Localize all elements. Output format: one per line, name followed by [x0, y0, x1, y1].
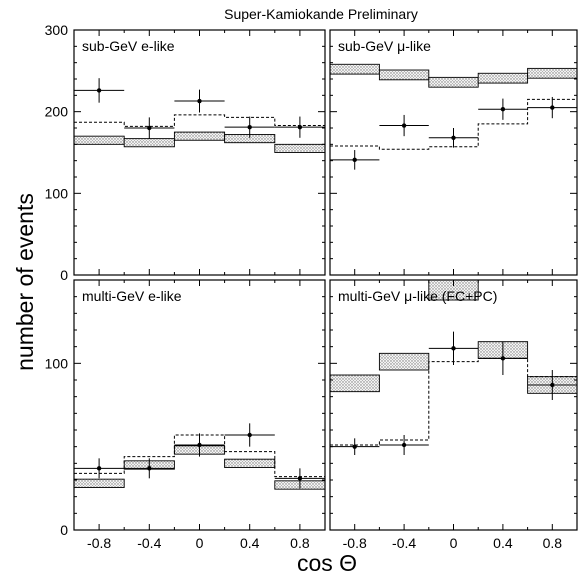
data-point [550, 105, 555, 110]
y-axis-label: number of events [12, 193, 38, 371]
x-tick-label: 0 [196, 535, 204, 551]
mc-oscillated-box [173, 131, 226, 141]
data-point [352, 444, 357, 449]
data-point [197, 98, 202, 104]
mc-oscillated-box [378, 69, 430, 81]
data-point [352, 157, 357, 163]
panel-2: sub-GeV μ-like [329, 29, 578, 276]
panel-title: multi-GeV μ-like (FC+PC) [338, 288, 497, 304]
y-tick-label: 300 [45, 22, 69, 38]
mc-oscillated-box [123, 138, 175, 148]
y-tick-label: 100 [45, 355, 69, 371]
data-point [500, 356, 506, 361]
data-point [451, 346, 456, 351]
x-tick-label: 0.4 [240, 535, 260, 551]
panel-1: 0 100 200 300 sub-GeV e-like [45, 22, 326, 283]
mc-oscillated-box [428, 76, 479, 88]
x-tick-label: 0.4 [493, 535, 513, 551]
no-oscillation-histogram [74, 114, 325, 127]
panel-frame [73, 279, 326, 531]
data-point [247, 432, 252, 438]
panel-title: sub-GeV e-like [82, 38, 175, 54]
mc-oscillated-box [527, 67, 578, 79]
no-oscillation-histogram [330, 98, 577, 150]
data-point [401, 442, 407, 448]
x-tick-label: 0 [450, 535, 458, 551]
data-point [550, 382, 555, 388]
mc-oscillated-box [73, 135, 125, 145]
mc-oscillated-box [73, 478, 125, 488]
panel-4: -0.8 -0.4 0 0.4 0.8 multi-GeV μ-like (FC+PC) [329, 279, 578, 551]
data-point [197, 442, 202, 448]
panel-title: sub-GeV μ-like [338, 38, 431, 54]
data-point [451, 135, 456, 140]
no-oscillation-histogram [330, 357, 577, 446]
data-point [297, 476, 303, 481]
mc-oscillated-box [378, 352, 430, 371]
data-point [96, 466, 102, 471]
y-tick-label: 100 [45, 185, 69, 201]
mc-oscillated-box [477, 72, 529, 84]
x-tick-label: 0.8 [290, 535, 310, 551]
mc-oscillated-box [329, 374, 380, 393]
data-point [500, 107, 506, 112]
y-tick-label: 0 [60, 522, 68, 538]
figure-title: Super-Kamiokande Preliminary [224, 6, 418, 22]
data-point [96, 88, 102, 93]
data-point [297, 124, 303, 130]
data-point [247, 124, 252, 130]
data-point [147, 466, 152, 471]
x-tick-label: -0.4 [392, 535, 416, 551]
x-tick-label: -0.8 [87, 535, 111, 551]
data-point [147, 125, 152, 131]
mc-oscillated-box [274, 143, 326, 153]
mc-oscillated-box [224, 458, 276, 468]
panel-3: 0 100 -0.8 -0.4 0 0.4 0.8 multi-GeV e-like [45, 279, 326, 551]
x-tick-label: -0.4 [137, 535, 161, 551]
x-tick-label: 0.8 [543, 535, 563, 551]
panel-frame [329, 279, 578, 531]
y-tick-label: 0 [60, 267, 68, 283]
x-tick-label: -0.8 [343, 535, 367, 551]
x-axis-label: cos Θ [297, 550, 357, 574]
panels: 0 100 200 300 sub-GeV e-like sub-GeV μ-like 0 1… [45, 22, 578, 551]
panel-title: multi-GeV e-like [82, 288, 182, 304]
y-tick-label: 200 [45, 104, 69, 120]
mc-oscillated-box [329, 63, 380, 75]
data-point [401, 123, 407, 128]
